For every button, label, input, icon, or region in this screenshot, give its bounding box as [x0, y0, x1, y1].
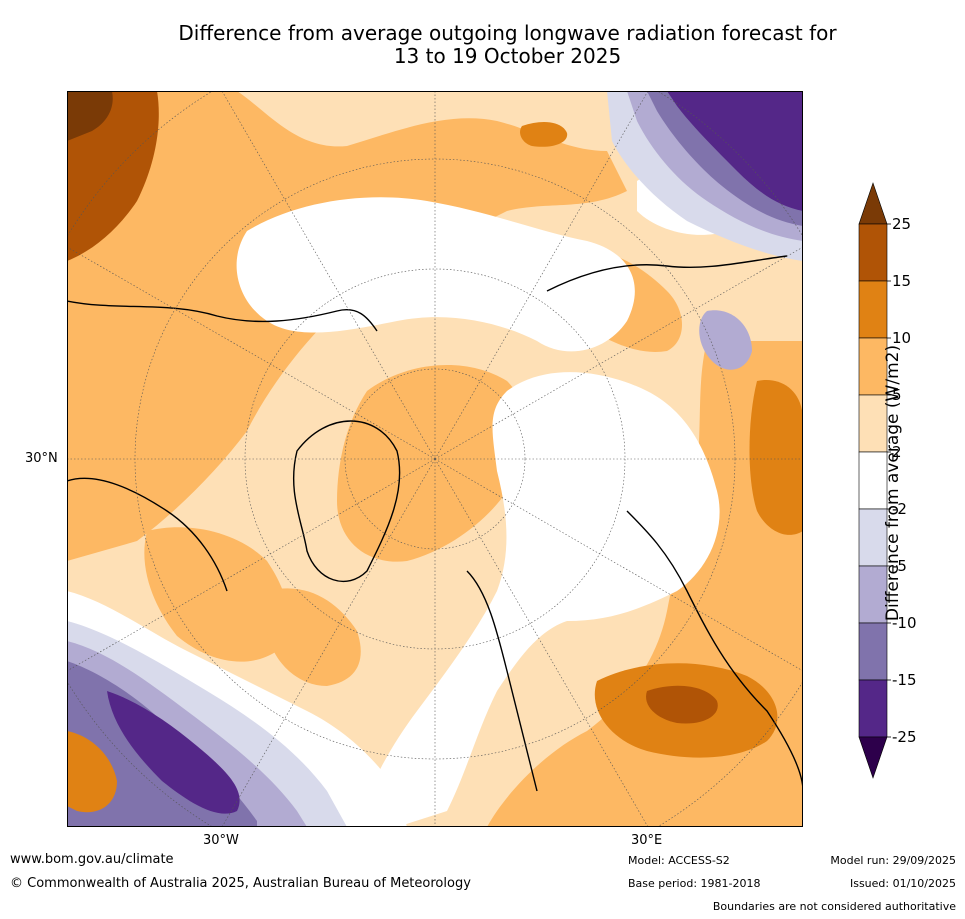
meridian-150e: [434, 91, 649, 460]
colorbar-title: Difference from average (W/m2): [883, 344, 903, 622]
coast-siberia: [546, 255, 788, 292]
colorbar-band: [858, 280, 888, 339]
region-neutral-europe: [357, 372, 720, 827]
colorbar-tick-label: 15: [892, 272, 911, 290]
colorbar-tick-label: 5: [892, 386, 902, 404]
lat-circle-75: [344, 368, 526, 550]
colorbar-tick-label: -2: [892, 500, 907, 518]
colorbar-band: [858, 679, 888, 738]
region-neutral-pacific-band: [67, 591, 407, 827]
chart-title: Difference from average outgoing longwav…: [60, 22, 955, 68]
meridian-120w: [67, 246, 436, 460]
lon-30e-label: 30°E: [631, 833, 663, 848]
meridian-30e: [434, 458, 649, 827]
colorbar-tick-label: -15: [892, 671, 917, 689]
colorbar-band: [858, 223, 888, 282]
website-link[interactable]: www.bom.gov.au/climate: [10, 852, 174, 867]
colorbar-tick-label: 10: [892, 329, 911, 347]
region-5-10-pacific: [144, 527, 288, 662]
meridian-30w: [221, 458, 436, 827]
region-neg-central-asia: [699, 310, 752, 370]
region-5-10-atlantic: [267, 588, 361, 686]
copyright-text: © Commonwealth of Australia 2025, Austra…: [10, 876, 471, 891]
coastlines: [67, 255, 803, 792]
region-10-15-asia-east: [749, 380, 803, 535]
coast-greenland: [292, 420, 401, 582]
meridian-150w: [221, 91, 436, 460]
coast-europe: [466, 570, 538, 792]
region-5-10-greenland: [337, 364, 528, 562]
colorbar-band: [858, 565, 888, 624]
meridian-60w: [67, 458, 436, 672]
region-15-25-nw-corner: [67, 91, 159, 261]
region-10-15-north: [520, 121, 568, 147]
region-15-25-southwest-asia: [646, 685, 718, 724]
colorbar-band: [858, 736, 888, 779]
colorbar-band: [858, 451, 888, 510]
region-neutral-arctic: [236, 197, 635, 352]
model-name: Model: ACCESS-S2: [628, 854, 730, 867]
region-neg-15-25-sw: [107, 691, 240, 814]
coast-asia: [626, 510, 803, 792]
colorbar-tick-label: -25: [892, 728, 917, 746]
region-neg-15-25-nw: [667, 91, 803, 211]
coast-canada: [67, 477, 228, 592]
lon-30w-label: 30°W: [203, 833, 239, 848]
disclaimer: Boundaries are not considered authoritat…: [712, 900, 956, 913]
graticule: [67, 91, 803, 827]
colorbar-tick-label: -10: [892, 614, 917, 632]
meridian-60e: [434, 458, 803, 672]
lat-30n-label: 30°N: [25, 451, 58, 466]
region-25-plus-nw-corner: [67, 91, 113, 141]
base-period: Base period: 1981-2018: [628, 877, 761, 890]
anomaly-map: [67, 91, 803, 827]
colorbar: 25 15 10 5 2 -2 -5 -10 -15 -25: [858, 182, 917, 779]
region-5-10-north-america: [67, 91, 627, 561]
colorbar-band: [858, 394, 888, 453]
region-10-15-sw-corner: [67, 731, 117, 813]
map-panel: [67, 91, 803, 827]
meridian-120e: [434, 246, 803, 460]
colorbar-band: [858, 622, 888, 681]
title-line-1: Difference from average outgoing longwav…: [178, 21, 837, 45]
colorbar-band: [858, 182, 888, 225]
colorbar-tick-label: 2: [892, 443, 902, 461]
map-frame: [67, 91, 803, 827]
issued-date: Issued: 01/10/2025: [849, 877, 956, 890]
model-run-date: Model run: 29/09/2025: [830, 854, 956, 867]
colorbar-tick-label: -5: [892, 557, 907, 575]
colorbar-band: [858, 337, 888, 396]
colorbar-band: [858, 508, 888, 567]
coast-north-america: [67, 300, 378, 332]
colorbar-tick-label: 25: [892, 215, 911, 233]
title-line-2: 13 to 19 October 2025: [393, 44, 622, 68]
